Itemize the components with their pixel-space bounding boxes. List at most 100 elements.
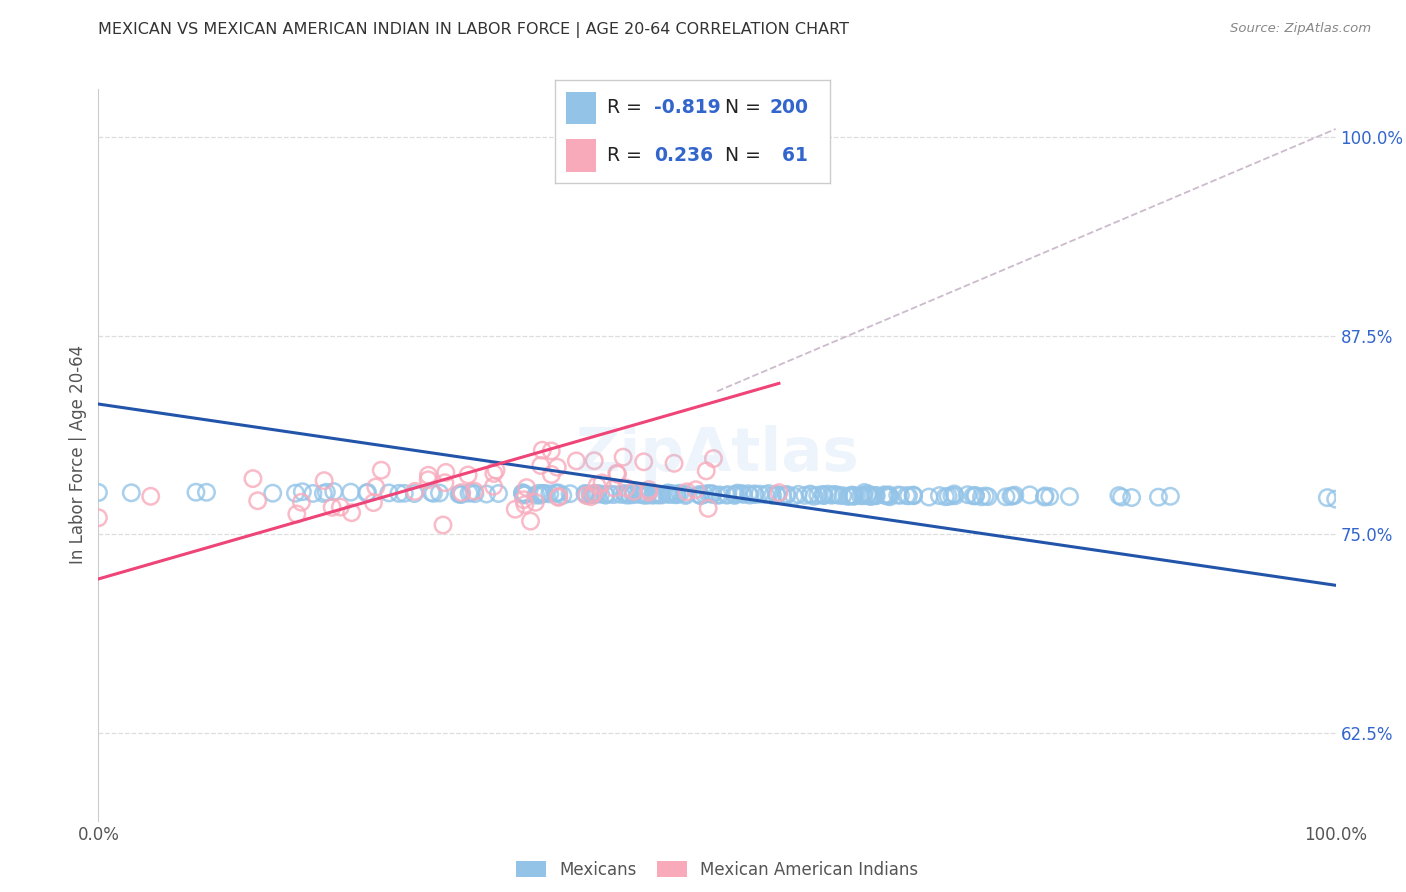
Point: [956, 488, 979, 502]
Point: [450, 485, 472, 500]
Point: [463, 484, 485, 499]
Point: [744, 488, 766, 502]
Text: MEXICAN VS MEXICAN AMERICAN INDIAN IN LABOR FORCE | AGE 20-64 CORRELATION CHART: MEXICAN VS MEXICAN AMERICAN INDIAN IN LA…: [98, 22, 849, 38]
Point: [631, 488, 654, 502]
Point: [852, 489, 875, 503]
Point: [859, 490, 882, 504]
Point: [394, 486, 416, 500]
Point: [583, 454, 606, 468]
Point: [877, 488, 900, 502]
Point: [697, 501, 720, 516]
Point: [551, 488, 574, 502]
Point: [918, 490, 941, 504]
Point: [449, 487, 471, 501]
Point: [669, 486, 692, 500]
Text: Source: ZipAtlas.com: Source: ZipAtlas.com: [1230, 22, 1371, 36]
Point: [702, 487, 724, 501]
Point: [849, 489, 872, 503]
Point: [582, 486, 605, 500]
Point: [512, 492, 534, 507]
Point: [582, 487, 605, 501]
Point: [531, 486, 554, 500]
Point: [817, 487, 839, 501]
Point: [823, 488, 845, 502]
Point: [896, 489, 918, 503]
Point: [877, 489, 900, 503]
Point: [737, 486, 759, 500]
Point: [595, 488, 617, 502]
Point: [599, 487, 621, 501]
Point: [589, 487, 612, 501]
Point: [1147, 490, 1170, 504]
Text: N =: N =: [725, 98, 761, 118]
Point: [977, 490, 1000, 504]
Point: [404, 484, 426, 499]
Point: [616, 488, 638, 502]
Point: [547, 491, 569, 505]
Point: [717, 488, 740, 502]
Text: N =: N =: [725, 145, 761, 165]
Point: [772, 488, 794, 502]
Point: [693, 487, 716, 501]
Point: [702, 487, 724, 501]
Point: [547, 486, 569, 500]
Point: [586, 478, 609, 492]
Point: [546, 486, 568, 500]
Point: [775, 488, 797, 502]
Point: [928, 489, 950, 503]
Point: [432, 518, 454, 533]
Point: [621, 488, 644, 502]
Point: [699, 487, 721, 501]
Point: [723, 488, 745, 502]
Point: [322, 484, 344, 499]
Point: [657, 486, 679, 500]
Point: [513, 488, 536, 502]
Y-axis label: In Labor Force | Age 20-64: In Labor Force | Age 20-64: [69, 345, 87, 565]
Point: [695, 464, 717, 478]
Point: [422, 486, 444, 500]
Point: [647, 488, 669, 502]
Point: [901, 488, 924, 502]
Point: [464, 486, 486, 500]
Point: [970, 490, 993, 504]
Point: [540, 467, 562, 482]
Point: [388, 486, 411, 500]
Point: [962, 489, 984, 503]
Point: [488, 486, 510, 500]
Point: [965, 489, 987, 503]
Point: [370, 463, 392, 477]
Point: [738, 488, 761, 502]
Point: [531, 486, 554, 500]
Point: [1316, 491, 1339, 505]
Point: [1121, 491, 1143, 505]
Point: [321, 500, 343, 515]
Point: [856, 486, 879, 500]
Point: [853, 485, 876, 500]
Point: [941, 489, 963, 503]
Point: [658, 487, 681, 501]
Point: [586, 486, 609, 500]
Point: [748, 487, 770, 501]
Point: [356, 485, 378, 500]
Point: [575, 487, 598, 501]
Point: [842, 489, 865, 503]
Point: [87, 485, 110, 500]
Point: [420, 485, 443, 500]
Point: [538, 487, 561, 501]
Point: [662, 487, 685, 501]
Point: [458, 486, 481, 500]
Point: [675, 487, 697, 501]
Point: [831, 489, 853, 503]
Point: [659, 487, 682, 501]
Point: [875, 488, 897, 502]
Point: [813, 488, 835, 502]
Point: [595, 487, 617, 501]
Point: [903, 488, 925, 502]
Point: [356, 486, 378, 500]
Point: [418, 468, 440, 483]
Point: [641, 488, 664, 502]
Point: [865, 488, 887, 502]
Point: [610, 487, 633, 501]
Point: [1059, 490, 1081, 504]
Point: [666, 487, 689, 501]
